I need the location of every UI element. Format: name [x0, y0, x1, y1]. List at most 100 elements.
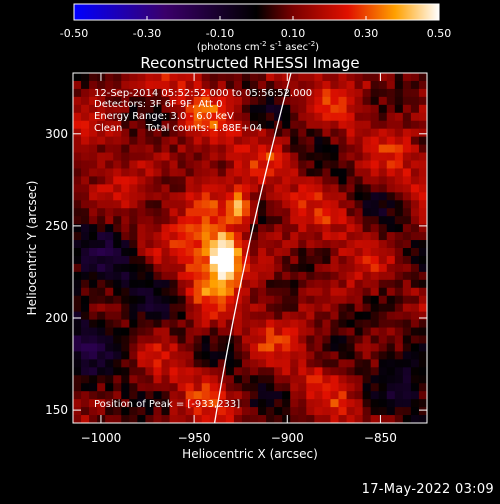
image-pixel — [73, 112, 82, 122]
image-pixel — [306, 367, 315, 376]
image-pixel — [378, 287, 388, 297]
image-pixel — [250, 224, 259, 233]
image-pixel — [346, 232, 356, 241]
image-pixel — [250, 96, 259, 106]
image-pixel — [274, 96, 283, 106]
image-pixel — [282, 327, 291, 337]
image-pixel — [201, 391, 211, 400]
image-pixel — [330, 287, 340, 297]
image-pixel — [105, 367, 114, 376]
image-pixel — [97, 168, 106, 177]
image-pixel — [169, 248, 179, 257]
image-pixel — [161, 279, 171, 289]
image-pixel — [306, 136, 315, 146]
image-pixel — [402, 88, 412, 98]
image-pixel — [282, 383, 291, 392]
image-pixel — [274, 176, 283, 185]
image-pixel — [97, 391, 106, 400]
image-pixel — [250, 112, 259, 122]
image-pixel — [330, 160, 340, 170]
image-pixel — [266, 96, 275, 106]
image-pixel — [354, 343, 364, 352]
image-pixel — [402, 295, 412, 305]
image-pixel — [145, 367, 155, 376]
image-pixel — [330, 224, 340, 233]
image-pixel — [266, 367, 275, 376]
image-pixel — [338, 391, 348, 400]
image-pixel — [233, 415, 243, 423]
image-pixel — [201, 208, 211, 217]
image-pixel — [217, 415, 227, 423]
image-pixel — [225, 287, 235, 297]
image-pixel — [362, 359, 372, 368]
image-pixel — [161, 303, 171, 313]
image-pixel — [338, 200, 348, 209]
image-pixel — [258, 200, 267, 209]
image-pixel — [378, 160, 388, 170]
image-pixel — [97, 287, 106, 297]
image-pixel — [209, 96, 219, 106]
image-pixel — [386, 327, 396, 337]
image-pixel — [185, 319, 195, 329]
image-pixel — [73, 73, 82, 82]
plot-title: Reconstructed RHESSI Image — [140, 54, 359, 72]
image-pixel — [322, 192, 332, 201]
image-pixel — [233, 224, 243, 233]
image-pixel — [193, 184, 203, 193]
image-pixel — [145, 248, 155, 257]
image-pixel — [121, 248, 130, 257]
image-pixel — [362, 176, 372, 185]
image-pixel — [250, 152, 259, 162]
image-pixel — [185, 335, 195, 345]
image-pixel — [298, 383, 307, 392]
image-pixel — [113, 224, 122, 233]
image-pixel — [354, 303, 364, 313]
image-pixel — [274, 359, 283, 368]
image-pixel — [290, 73, 299, 82]
image-pixel — [394, 208, 404, 217]
image-pixel — [322, 96, 332, 106]
image-pixel — [209, 152, 219, 162]
image-pixel — [370, 160, 380, 170]
image-pixel — [105, 136, 114, 146]
image-pixel — [306, 407, 315, 416]
image-pixel — [73, 279, 82, 289]
image-pixel — [81, 120, 90, 130]
image-pixel — [410, 383, 420, 392]
image-pixel — [418, 136, 427, 146]
image-pixel — [298, 367, 307, 376]
image-pixel — [105, 391, 114, 400]
image-pixel — [217, 255, 227, 265]
image-pixel — [418, 343, 427, 352]
image-pixel — [418, 359, 427, 368]
image-pixel — [402, 136, 412, 146]
image-pixel — [145, 144, 155, 154]
image-pixel — [209, 263, 219, 273]
image-pixel — [233, 144, 243, 154]
image-pixel — [354, 335, 364, 345]
image-pixel — [402, 287, 412, 297]
image-pixel — [233, 168, 243, 177]
image-pixel — [330, 295, 340, 305]
image-pixel — [209, 168, 219, 177]
image-pixel — [217, 208, 227, 217]
image-pixel — [177, 248, 187, 257]
image-pixel — [330, 192, 340, 201]
image-pixel — [241, 335, 251, 345]
image-pixel — [97, 255, 106, 265]
image-pixel — [258, 327, 267, 337]
image-pixel — [193, 224, 203, 233]
image-pixel — [137, 327, 147, 337]
image-pixel — [177, 335, 187, 345]
image-pixel — [402, 391, 412, 400]
image-pixel — [282, 184, 291, 193]
image-pixel — [370, 80, 380, 90]
image-pixel — [185, 391, 195, 400]
image-pixel — [266, 168, 275, 177]
image-pixel — [338, 375, 348, 384]
image-pixel — [418, 240, 427, 249]
image-pixel — [185, 303, 195, 313]
image-pixel — [73, 184, 82, 193]
image-pixel — [402, 375, 412, 384]
image-pixel — [217, 248, 227, 257]
